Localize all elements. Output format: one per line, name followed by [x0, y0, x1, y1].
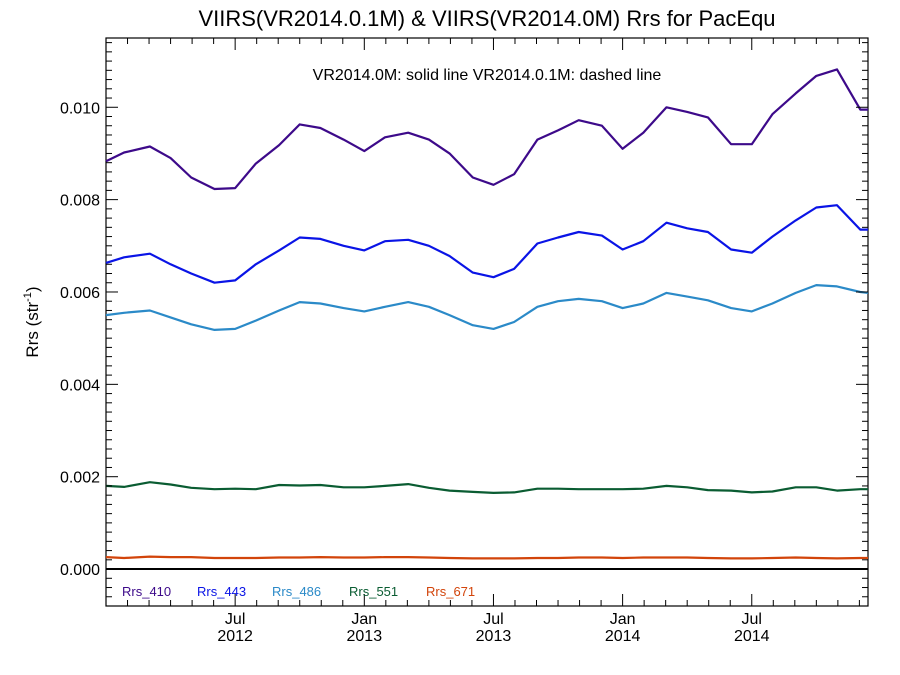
legend-entry: Rrs_443: [197, 584, 246, 599]
x-tick-year-label: 2013: [476, 628, 512, 645]
y-axis-title-superscript: -1: [22, 292, 34, 302]
x-tick-year-label: 2014: [605, 628, 641, 645]
y-tick-label: 0.008: [60, 193, 100, 210]
y-tick-label: 0.006: [60, 285, 100, 302]
legend-entry: Rrs_410: [122, 584, 171, 599]
y-tick-label: 0.000: [60, 562, 100, 579]
plot-frame: [105, 37, 869, 607]
x-tick-month-label: Jul: [742, 611, 762, 628]
x-tick-month-label: Jan: [610, 611, 636, 628]
legend-entry: Rrs_671: [426, 584, 475, 599]
y-tick-label: 0.002: [60, 470, 100, 487]
y-axis: 0.000 0.002 0.004 0.006 0.008 0.010: [60, 42, 868, 607]
x-tick-month-label: Jul: [483, 611, 503, 628]
series-line-2: [105, 204, 868, 284]
legend-entry: Rrs_551: [349, 584, 398, 599]
x-tick-year-label: 2014: [734, 628, 770, 645]
y-axis-title-close: ): [23, 286, 42, 292]
series-line-1: [105, 68, 868, 191]
series-line-4: [105, 481, 868, 494]
legend: Rrs_410 Rrs_443 Rrs_486 Rrs_551 Rrs_671: [122, 584, 475, 599]
y-axis-title: Rrs (str-1): [22, 286, 42, 357]
y-tick-label: 0.004: [60, 377, 100, 394]
series-layer: [105, 68, 869, 560]
chart-title: VIIRS(VR2014.0.1M) & VIIRS(VR2014.0M) Rr…: [198, 6, 775, 31]
x-tick-year-label: 2012: [217, 628, 253, 645]
x-tick-month-label: Jan: [351, 611, 377, 628]
series-line-3: [105, 284, 869, 331]
x-tick-month-label: Jul: [225, 611, 245, 628]
y-tick-label: 0.010: [60, 100, 100, 117]
x-tick-year-label: 2013: [347, 628, 383, 645]
chart-annotation: VR2014.0M: solid line VR2014.0.1M: dashe…: [313, 67, 662, 84]
series-line-5: [105, 555, 868, 560]
y-axis-title-main: Rrs (str: [23, 302, 42, 358]
legend-entry: Rrs_486: [272, 584, 321, 599]
